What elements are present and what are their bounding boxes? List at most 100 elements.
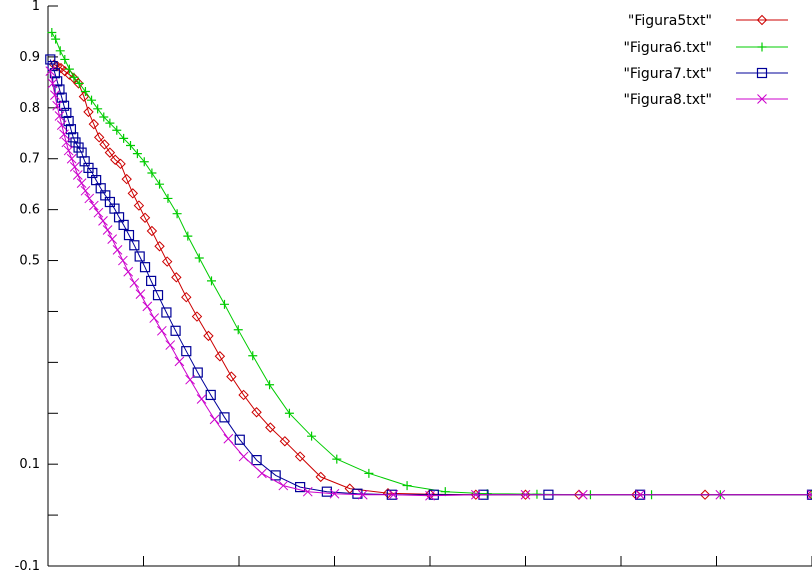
data-point-square	[295, 481, 306, 493]
data-point-cross	[61, 137, 72, 148]
data-point-cross	[45, 66, 56, 77]
data-point-plus	[147, 168, 157, 178]
data-point-plus	[60, 54, 70, 64]
data-point-diamond	[520, 489, 531, 500]
data-point-cross	[388, 489, 399, 500]
series-line	[53, 64, 812, 496]
data-point-square	[181, 346, 192, 357]
data-point-cross	[149, 313, 160, 323]
data-point-diamond	[181, 291, 192, 303]
data-point-plus	[132, 149, 142, 159]
data-point-diamond	[55, 62, 67, 74]
data-point-diamond	[171, 272, 182, 283]
data-point-square	[79, 156, 90, 167]
data-point-diamond	[251, 407, 262, 418]
series-layer	[45, 27, 812, 501]
data-point-cross	[54, 111, 65, 121]
data-point-cross	[135, 289, 146, 299]
data-point-plus	[99, 112, 109, 122]
data-point-square	[123, 229, 135, 241]
y-tick-label: 0.9	[19, 50, 40, 65]
y-tick-label: 0.1	[19, 457, 40, 472]
data-point-plus	[284, 408, 294, 418]
data-point-diamond	[99, 139, 110, 150]
data-point-square	[321, 486, 332, 497]
data-point-diamond	[78, 91, 90, 102]
data-point-cross	[165, 340, 176, 350]
data-point-plus	[93, 104, 103, 114]
data-point-cross	[80, 185, 91, 196]
data-point-square	[54, 84, 65, 95]
data-point-plus	[172, 209, 182, 219]
data-point-diamond	[139, 212, 151, 223]
data-point-cross	[88, 200, 99, 211]
data-point-diamond	[699, 489, 711, 500]
data-point-cross	[174, 356, 185, 367]
data-point-square	[234, 434, 245, 445]
data-point-diamond	[279, 436, 291, 447]
data-point-diamond	[238, 389, 249, 401]
data-point-plus	[80, 87, 90, 97]
data-point-cross	[156, 325, 167, 336]
data-point-cross	[238, 451, 249, 462]
data-point-plus	[139, 157, 149, 167]
data-point-diamond	[203, 330, 214, 342]
y-tick-label: 0.8	[19, 101, 40, 116]
data-point-square	[87, 167, 98, 179]
data-point-square	[270, 470, 281, 481]
data-point-plus	[126, 140, 136, 150]
data-point-cross	[52, 100, 63, 111]
data-point-cross	[257, 468, 267, 479]
series-line	[49, 59, 812, 496]
y-tick-label: 0.7	[19, 152, 40, 167]
data-point-square	[170, 325, 181, 336]
data-point-square	[129, 240, 140, 251]
legend-entry: "Figura8.txt"	[623, 92, 788, 108]
data-point-square	[192, 367, 203, 378]
data-point-plus	[307, 431, 317, 441]
data-point-cross	[357, 489, 368, 500]
data-point-cross	[278, 480, 289, 491]
legend-label: "Figura5txt"	[628, 13, 712, 29]
data-point-plus	[119, 133, 129, 143]
data-point-plus	[55, 46, 65, 56]
data-point-square	[219, 412, 230, 423]
data-point-cross	[56, 120, 67, 130]
legend: "Figura5txt" "Figura6.txt" "Figura7.txt" "F…	[623, 13, 788, 108]
data-point-plus	[206, 276, 216, 286]
data-point-plus	[194, 253, 204, 263]
data-point-diamond	[315, 471, 326, 483]
data-point-plus	[265, 380, 275, 390]
data-point-cross	[66, 153, 77, 164]
legend-label: "Figura7.txt"	[623, 66, 712, 82]
data-point-cross	[757, 94, 767, 104]
data-point-cross	[425, 490, 435, 501]
y-tick-label: 0.5	[19, 254, 40, 269]
data-point-square	[146, 275, 157, 287]
y-tick-label: 0.6	[19, 203, 40, 218]
data-point-square	[134, 251, 145, 262]
data-point-diamond	[154, 241, 165, 252]
data-point-cross	[715, 489, 726, 500]
plot-axes: 1 0.9 0.8 0.7 0.6 0.5 0.1 -0.1	[15, 0, 812, 574]
data-point-diamond	[146, 225, 158, 237]
series-line	[51, 32, 812, 496]
data-point-cross	[302, 486, 313, 497]
data-point-cross	[329, 488, 340, 499]
legend-label: "Figura6.txt"	[623, 40, 712, 56]
data-point-diamond	[191, 311, 203, 322]
data-point-square	[152, 290, 164, 301]
data-point-plus	[74, 78, 84, 88]
data-point-square	[251, 455, 262, 466]
data-point-plus	[47, 27, 57, 37]
y-tick-label: -0.1	[15, 559, 40, 574]
data-point-cross	[98, 215, 108, 226]
data-point-plus	[64, 64, 74, 74]
data-point-cross	[635, 489, 645, 500]
data-point-cross	[84, 193, 95, 204]
data-point-plus	[163, 193, 173, 203]
data-point-cross	[470, 489, 481, 500]
data-point-cross	[142, 301, 153, 312]
data-point-plus	[87, 95, 97, 105]
